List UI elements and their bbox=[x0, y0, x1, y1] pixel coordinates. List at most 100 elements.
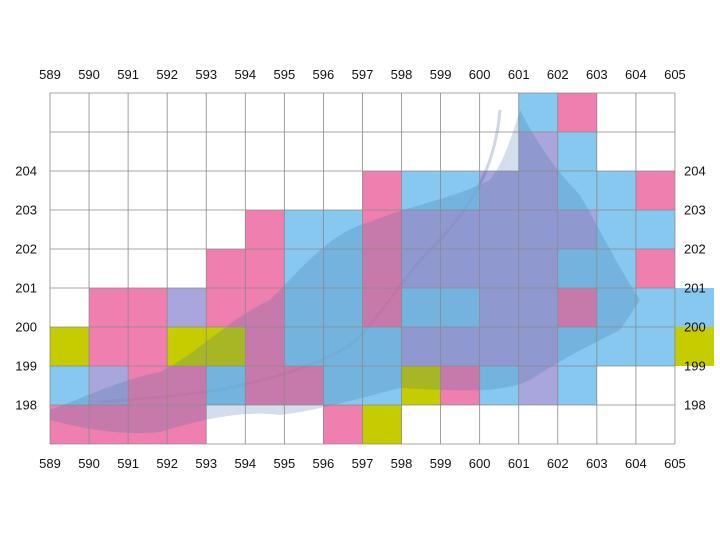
tile-598-201 bbox=[401, 249, 441, 288]
tile-591-200 bbox=[128, 288, 168, 327]
x-label-top-592: 592 bbox=[156, 67, 179, 82]
tile-598-199 bbox=[401, 327, 441, 366]
tile-604-203 bbox=[635, 171, 675, 210]
tile-598-200 bbox=[401, 288, 441, 327]
tile-603-200 bbox=[596, 288, 636, 327]
x-label-bottom-596: 596 bbox=[312, 456, 335, 471]
x-label-top-604: 604 bbox=[625, 67, 647, 82]
x-label-top-599: 599 bbox=[429, 67, 452, 82]
tile-596-199 bbox=[323, 327, 363, 366]
tile-595-202 bbox=[284, 210, 324, 249]
tile-595-199 bbox=[284, 327, 324, 366]
tile-602-202 bbox=[557, 210, 597, 249]
tile-590-200 bbox=[89, 288, 129, 327]
tile-603-201 bbox=[596, 249, 636, 288]
tile-601-205 bbox=[518, 93, 558, 132]
x-label-bottom-590: 590 bbox=[78, 456, 100, 471]
tile-604-202 bbox=[635, 210, 675, 249]
tile-602-199 bbox=[557, 327, 597, 366]
tile-599-199 bbox=[440, 327, 480, 366]
tile-592-198 bbox=[167, 366, 207, 405]
tile-600-202 bbox=[479, 210, 519, 249]
tile-601-202 bbox=[518, 210, 558, 249]
x-label-bottom-593: 593 bbox=[195, 456, 218, 471]
tile-597-197 bbox=[362, 405, 402, 444]
y-label-left-201: 201 bbox=[15, 280, 37, 296]
tile-589-197 bbox=[50, 405, 90, 444]
tile-601-204 bbox=[518, 132, 558, 171]
x-label-bottom-591: 591 bbox=[117, 456, 139, 471]
tile-593-200 bbox=[206, 288, 246, 327]
x-label-bottom-604: 604 bbox=[625, 456, 647, 471]
tile-603-203 bbox=[596, 171, 636, 210]
x-label-top-597: 597 bbox=[351, 67, 374, 82]
tile-602-205 bbox=[557, 93, 597, 132]
tile-600-199 bbox=[479, 327, 519, 366]
tile-604-201 bbox=[635, 249, 675, 288]
tile-591-199 bbox=[128, 327, 168, 366]
tile-601-198 bbox=[518, 366, 558, 405]
x-label-bottom-594: 594 bbox=[234, 456, 257, 471]
tile-597-200 bbox=[362, 288, 402, 327]
tile-601-201 bbox=[518, 249, 558, 288]
y-label-left-203: 203 bbox=[15, 202, 37, 218]
tile-594-201 bbox=[245, 249, 285, 288]
tile-595-198 bbox=[284, 366, 324, 405]
tile-595-201 bbox=[284, 249, 324, 288]
tile-592-199 bbox=[167, 327, 207, 366]
tile-599-203 bbox=[440, 171, 480, 210]
x-label-top-601: 601 bbox=[507, 67, 530, 82]
tile-601-199 bbox=[518, 327, 558, 366]
city-outline bbox=[50, 110, 640, 434]
y-label-right-201: 201 bbox=[684, 280, 706, 296]
tile-605-200 bbox=[674, 288, 715, 327]
y-label-left-202: 202 bbox=[15, 241, 37, 257]
tiles-layer bbox=[50, 93, 715, 444]
tile-594-199 bbox=[245, 327, 285, 366]
x-label-top-590: 590 bbox=[78, 67, 100, 82]
x-label-bottom-598: 598 bbox=[390, 456, 413, 471]
tile-602-201 bbox=[557, 249, 597, 288]
grid-lines bbox=[49, 92, 676, 445]
tile-602-198 bbox=[557, 366, 597, 405]
tile-603-199 bbox=[596, 327, 636, 366]
tile-602-204 bbox=[557, 132, 597, 171]
tile-592-197 bbox=[167, 405, 207, 444]
x-label-top-594: 594 bbox=[234, 67, 257, 82]
tile-596-198 bbox=[323, 366, 363, 405]
tile-596-200 bbox=[323, 288, 363, 327]
tile-596-202 bbox=[323, 210, 363, 249]
x-label-top-596: 596 bbox=[312, 67, 335, 82]
tile-602-203 bbox=[557, 171, 597, 210]
y-label-right-199: 199 bbox=[684, 358, 706, 374]
tile-593-201 bbox=[206, 249, 246, 288]
x-label-bottom-601: 601 bbox=[507, 456, 530, 471]
x-label-bottom-605: 605 bbox=[664, 456, 686, 471]
x-label-top-595: 595 bbox=[273, 67, 296, 82]
tile-599-200 bbox=[440, 288, 480, 327]
x-label-bottom-599: 599 bbox=[429, 456, 452, 471]
tile-598-203 bbox=[401, 171, 441, 210]
x-label-top-605: 605 bbox=[664, 67, 686, 82]
x-label-top-602: 602 bbox=[546, 67, 569, 82]
city-map-shading bbox=[50, 109, 640, 434]
tile-598-202 bbox=[401, 210, 441, 249]
x-label-bottom-597: 597 bbox=[351, 456, 374, 471]
x-label-bottom-602: 602 bbox=[546, 456, 569, 471]
tile-600-201 bbox=[479, 249, 519, 288]
tile-591-197 bbox=[128, 405, 168, 444]
tile-600-203 bbox=[479, 171, 519, 210]
tile-600-198 bbox=[479, 366, 519, 405]
tile-589-199 bbox=[50, 327, 90, 366]
x-label-bottom-589: 589 bbox=[39, 456, 61, 471]
x-label-top-589: 589 bbox=[39, 67, 61, 82]
tile-601-203 bbox=[518, 171, 558, 210]
y-label-left-199: 199 bbox=[15, 358, 37, 374]
x-label-top-603: 603 bbox=[585, 67, 608, 82]
tile-589-198 bbox=[50, 366, 90, 405]
tile-602-200 bbox=[557, 288, 597, 327]
x-label-bottom-595: 595 bbox=[273, 456, 296, 471]
y-label-right-198: 198 bbox=[684, 397, 706, 413]
tile-593-198 bbox=[206, 366, 246, 405]
